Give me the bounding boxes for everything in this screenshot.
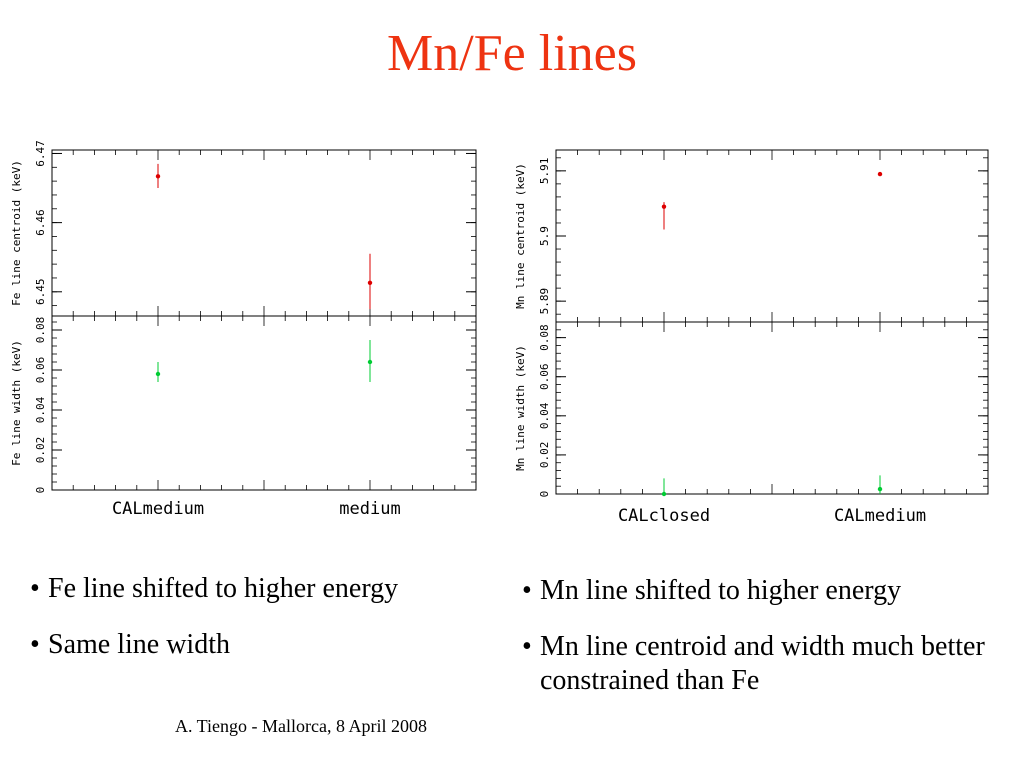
bullet-item: • Mn line centroid and width much better … (522, 631, 985, 697)
y-tick-label: 0.04 (538, 402, 551, 429)
y-tick-label: 5.9 (538, 226, 551, 246)
data-point (367, 359, 373, 365)
y-axis-label: Mn line centroid (keV) (514, 163, 527, 309)
bullets-left: • Fe line shifted to higher energy • Same … (30, 572, 490, 684)
y-tick-label: 0.02 (538, 442, 551, 469)
category-label: CALclosed (618, 506, 710, 526)
data-point (367, 280, 373, 285)
y-tick-label: 6.46 (34, 209, 47, 236)
y-tick-label: 0 (538, 491, 551, 498)
category-label: medium (339, 499, 400, 519)
data-point (661, 204, 667, 209)
fe-line-plot: 6.45 6.46 6.47 Fe line centroid (keV) 0 0.02 0… (10, 140, 477, 519)
y-tick-label: 5.89 (538, 288, 551, 315)
category-label: CALmedium (834, 506, 926, 526)
bullet-item: • Fe line shifted to higher energy (30, 573, 399, 604)
y-tick-label: 0.04 (34, 396, 47, 423)
bullet-item: • Same line width (30, 629, 230, 661)
y-tick-label: 0.08 (34, 317, 47, 344)
panel-frame (555, 149, 989, 323)
data-point (155, 371, 161, 377)
bullets-right: • Mn line shifted to higher energy • Mn li… (522, 574, 1002, 720)
mn-line-plot: 5.89 5.9 5.91 Mn line centroid (keV) 0 0.02 0.… (514, 149, 989, 526)
bullet-item: • Mn line shifted to higher energy (522, 575, 902, 606)
y-axis-label: Mn line width (keV) (514, 345, 527, 471)
data-point (877, 171, 883, 177)
panel-frame (51, 315, 477, 491)
data-point (877, 486, 883, 492)
data-point (661, 491, 667, 497)
y-tick-label: 0.06 (538, 363, 551, 390)
y-tick-label: 0.02 (34, 437, 47, 464)
y-tick-label: 0.06 (34, 357, 47, 384)
y-axis-label: Fe line centroid (keV) (10, 160, 23, 306)
panel-frame (555, 321, 989, 495)
slide-title: Mn/Fe lines (387, 25, 637, 82)
y-tick-label: 0 (34, 487, 47, 494)
y-tick-label: 6.45 (34, 279, 47, 306)
y-axis-label: Fe line width (keV) (10, 340, 23, 466)
footer-credit: A. Tiengo - Mallorca, 8 April 2008 (175, 716, 427, 736)
y-tick-label: 5.91 (538, 158, 551, 185)
y-tick-label: 0.08 (538, 324, 551, 351)
data-point (155, 174, 161, 179)
y-tick-label: 6.47 (34, 140, 47, 167)
panel-frame (51, 149, 477, 317)
category-label: CALmedium (112, 499, 204, 519)
